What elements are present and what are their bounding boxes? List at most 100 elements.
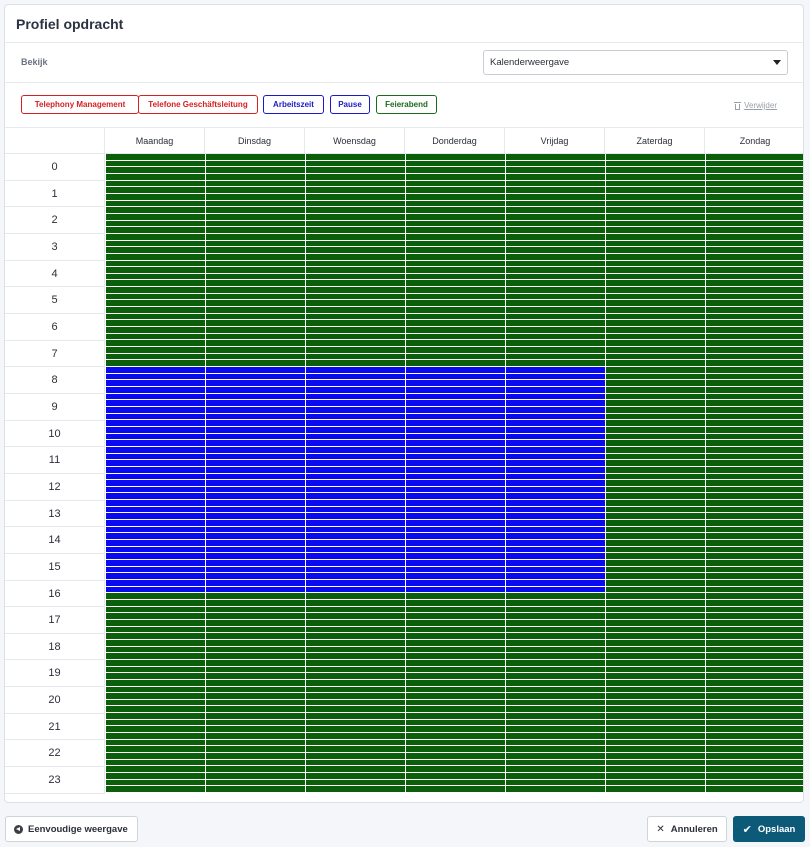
time-slot[interactable] [606, 753, 705, 760]
time-slot[interactable] [506, 380, 605, 387]
time-slot[interactable] [706, 367, 803, 374]
time-slot[interactable] [106, 659, 205, 667]
time-slot[interactable] [706, 160, 803, 168]
time-slot[interactable] [706, 320, 803, 328]
time-slot[interactable] [606, 213, 705, 221]
time-slot[interactable] [506, 293, 605, 301]
time-slot[interactable] [206, 613, 305, 620]
time-slot[interactable] [306, 753, 405, 760]
time-slot[interactable] [506, 480, 605, 487]
time-slot[interactable] [506, 726, 605, 734]
time-slot[interactable] [506, 586, 605, 594]
time-slot[interactable] [506, 213, 605, 221]
time-slot[interactable] [406, 753, 505, 760]
time-slot[interactable] [106, 626, 205, 634]
time-slot[interactable] [106, 253, 205, 261]
time-slot[interactable] [506, 340, 605, 348]
time-slot[interactable] [206, 253, 305, 261]
time-slot[interactable] [706, 260, 803, 268]
time-slot[interactable] [206, 513, 305, 521]
time-slot[interactable] [606, 593, 705, 600]
time-slot[interactable] [706, 540, 803, 547]
time-slot[interactable] [206, 773, 305, 780]
time-slot[interactable] [706, 520, 803, 527]
time-slot[interactable] [406, 400, 505, 407]
time-slot[interactable] [406, 633, 505, 640]
time-slot[interactable] [306, 686, 405, 694]
time-slot[interactable] [406, 220, 505, 228]
time-slot[interactable] [206, 686, 305, 694]
time-slot[interactable] [506, 420, 605, 427]
time-slot[interactable] [406, 154, 505, 161]
time-slot[interactable] [606, 440, 705, 447]
time-slot[interactable] [306, 786, 405, 793]
time-slot[interactable] [406, 240, 505, 248]
time-slot[interactable] [406, 593, 505, 600]
time-slot[interactable] [406, 440, 505, 447]
time-slot[interactable] [606, 633, 705, 640]
time-slot[interactable] [506, 699, 605, 707]
time-slot[interactable] [506, 686, 605, 694]
time-slot[interactable] [706, 420, 803, 427]
time-slot[interactable] [706, 746, 803, 754]
time-slot[interactable] [506, 173, 605, 181]
time-slot[interactable] [206, 460, 305, 467]
time-slot[interactable] [206, 619, 305, 627]
time-slot[interactable] [406, 659, 505, 667]
time-slot[interactable] [106, 719, 205, 727]
time-slot[interactable] [706, 659, 803, 667]
time-slot[interactable] [206, 580, 305, 587]
time-slot[interactable] [706, 207, 803, 214]
time-slot[interactable] [106, 486, 205, 494]
time-slot[interactable] [306, 380, 405, 387]
time-slot[interactable] [706, 639, 803, 647]
time-slot[interactable] [606, 406, 705, 414]
time-slot[interactable] [706, 426, 803, 434]
time-slot[interactable] [506, 546, 605, 554]
time-slot[interactable] [406, 739, 505, 747]
time-slot[interactable] [406, 653, 505, 660]
time-slot[interactable] [406, 759, 505, 767]
time-slot[interactable] [206, 746, 305, 754]
time-slot[interactable] [606, 180, 705, 188]
time-slot[interactable] [206, 313, 305, 321]
time-slot[interactable] [306, 267, 405, 274]
time-slot[interactable] [406, 566, 505, 574]
time-slot[interactable] [506, 713, 605, 720]
time-slot[interactable] [106, 466, 205, 474]
time-slot[interactable] [606, 513, 705, 521]
time-slot[interactable] [406, 327, 505, 334]
time-slot[interactable] [306, 619, 405, 627]
time-slot[interactable] [506, 573, 605, 580]
time-slot[interactable] [506, 779, 605, 787]
time-slot[interactable] [706, 173, 803, 181]
time-slot[interactable] [206, 639, 305, 647]
time-slot[interactable] [206, 480, 305, 487]
time-slot[interactable] [406, 573, 505, 580]
time-slot[interactable] [706, 580, 803, 587]
time-slot[interactable] [706, 347, 803, 354]
time-slot[interactable] [106, 413, 205, 421]
time-slot[interactable] [306, 480, 405, 487]
time-slot[interactable] [506, 613, 605, 620]
time-slot[interactable] [106, 786, 205, 793]
time-slot[interactable] [106, 460, 205, 467]
time-slot[interactable] [406, 353, 505, 361]
time-slot[interactable] [706, 773, 803, 780]
time-slot[interactable] [606, 493, 705, 501]
time-slot[interactable] [706, 533, 803, 541]
time-slot[interactable] [606, 500, 705, 507]
time-slot[interactable] [106, 300, 205, 308]
time-slot[interactable] [706, 293, 803, 301]
time-slot[interactable] [106, 260, 205, 268]
time-slot[interactable] [106, 333, 205, 341]
time-slot[interactable] [306, 733, 405, 740]
time-slot[interactable] [606, 706, 705, 714]
time-slot[interactable] [706, 193, 803, 201]
time-slot[interactable] [706, 413, 803, 421]
time-slot[interactable] [306, 273, 405, 281]
time-slot[interactable] [106, 167, 205, 174]
time-slot[interactable] [406, 500, 505, 507]
time-slot[interactable] [506, 540, 605, 547]
time-slot[interactable] [706, 766, 803, 774]
